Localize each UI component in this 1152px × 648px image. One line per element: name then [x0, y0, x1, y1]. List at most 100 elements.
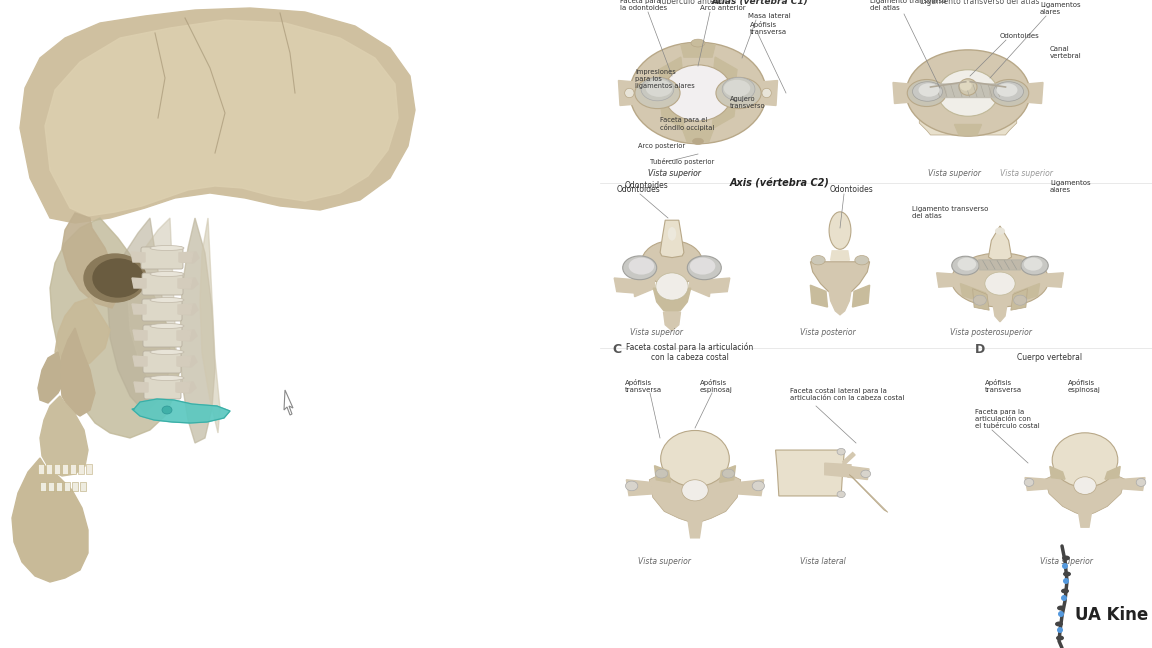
Polygon shape [1010, 288, 1028, 310]
Ellipse shape [1014, 295, 1026, 305]
Bar [54, 464, 60, 474]
Bar [65, 482, 70, 491]
Bar [48, 482, 54, 491]
Text: Odontoides: Odontoides [617, 185, 661, 194]
Bar [78, 464, 84, 474]
Polygon shape [848, 467, 869, 480]
Ellipse shape [996, 83, 1017, 97]
Text: Arco posterior: Arco posterior [638, 143, 685, 149]
Ellipse shape [690, 258, 715, 275]
Polygon shape [682, 129, 713, 141]
Polygon shape [653, 288, 691, 314]
Polygon shape [108, 218, 172, 413]
Ellipse shape [938, 70, 998, 116]
Bar [0, 0, 600, 648]
Text: Faceta para
la odontoides: Faceta para la odontoides [620, 0, 667, 11]
Text: Vista lateral: Vista lateral [799, 557, 846, 566]
Ellipse shape [993, 82, 1023, 101]
Text: Impresiones
para los
ligamentos alares: Impresiones para los ligamentos alares [635, 69, 695, 89]
Polygon shape [825, 463, 851, 477]
Polygon shape [775, 450, 844, 496]
Polygon shape [632, 272, 655, 297]
Polygon shape [179, 330, 197, 341]
Circle shape [1058, 627, 1063, 633]
Ellipse shape [1056, 636, 1064, 640]
Ellipse shape [1024, 478, 1033, 487]
Polygon shape [62, 213, 120, 308]
Polygon shape [132, 278, 146, 288]
Ellipse shape [655, 469, 668, 478]
Ellipse shape [960, 80, 972, 91]
Bar [600, 0, 1152, 648]
Polygon shape [619, 80, 638, 106]
Polygon shape [1121, 478, 1145, 491]
Polygon shape [1039, 273, 1063, 287]
Ellipse shape [1021, 256, 1048, 275]
Ellipse shape [150, 323, 184, 329]
Text: Ligamentos
alares: Ligamentos alares [1040, 2, 1081, 15]
Polygon shape [849, 474, 888, 513]
Polygon shape [1105, 467, 1120, 480]
Polygon shape [180, 278, 198, 289]
Polygon shape [180, 218, 215, 443]
Polygon shape [852, 285, 870, 307]
Polygon shape [650, 471, 741, 524]
Ellipse shape [646, 80, 673, 97]
Ellipse shape [715, 77, 761, 109]
Ellipse shape [990, 80, 1029, 106]
Ellipse shape [642, 240, 703, 285]
Text: C: C [612, 343, 621, 356]
Polygon shape [713, 57, 737, 82]
Ellipse shape [626, 481, 638, 491]
Polygon shape [12, 458, 88, 582]
Polygon shape [55, 298, 109, 370]
Polygon shape [736, 480, 764, 496]
Bar [38, 464, 44, 474]
Ellipse shape [1055, 621, 1063, 627]
Polygon shape [1045, 472, 1126, 516]
Text: Faceta para el
cóndilo occipital: Faceta para el cóndilo occipital [660, 117, 714, 131]
Ellipse shape [630, 42, 766, 144]
Text: Apófisis
transversa: Apófisis transversa [750, 21, 787, 35]
Polygon shape [181, 252, 199, 263]
Ellipse shape [692, 138, 704, 145]
Polygon shape [706, 278, 730, 294]
Text: Apófisis
espinosaj: Apófisis espinosaj [700, 379, 733, 393]
Polygon shape [614, 278, 638, 294]
Text: Ligamentos
alares: Ligamentos alares [1049, 180, 1091, 193]
Ellipse shape [150, 272, 184, 277]
Text: Vista superior: Vista superior [630, 328, 683, 337]
Text: Atlas (vértebra C1): Atlas (vértebra C1) [712, 0, 809, 6]
Bar [40, 482, 46, 491]
Text: Canal
vertebral: Canal vertebral [1049, 46, 1082, 59]
Text: Odontoides: Odontoides [626, 181, 669, 190]
Text: Vista superior: Vista superior [1000, 169, 1053, 178]
Ellipse shape [907, 50, 1030, 136]
Ellipse shape [829, 212, 851, 249]
Polygon shape [128, 218, 179, 408]
Ellipse shape [1074, 477, 1097, 494]
Polygon shape [659, 57, 682, 82]
Ellipse shape [150, 246, 184, 251]
Polygon shape [660, 104, 684, 129]
Text: Apófisis
espinosaj: Apófisis espinosaj [1068, 379, 1101, 393]
Polygon shape [961, 284, 987, 303]
Ellipse shape [641, 77, 674, 101]
Text: Vista superior: Vista superior [1040, 557, 1093, 566]
Polygon shape [40, 396, 88, 476]
Polygon shape [689, 272, 711, 297]
Text: Vista superior: Vista superior [929, 169, 980, 178]
Ellipse shape [1024, 258, 1043, 271]
Bar [46, 464, 52, 474]
Ellipse shape [1136, 478, 1146, 487]
Bar [70, 464, 76, 474]
Ellipse shape [1058, 605, 1064, 610]
Ellipse shape [150, 349, 184, 354]
Polygon shape [132, 356, 147, 366]
Ellipse shape [1061, 588, 1069, 594]
Polygon shape [131, 252, 145, 262]
Text: Cuerpo vertebral: Cuerpo vertebral [1017, 353, 1083, 362]
Ellipse shape [957, 258, 976, 271]
Ellipse shape [664, 65, 733, 121]
Ellipse shape [635, 77, 680, 109]
